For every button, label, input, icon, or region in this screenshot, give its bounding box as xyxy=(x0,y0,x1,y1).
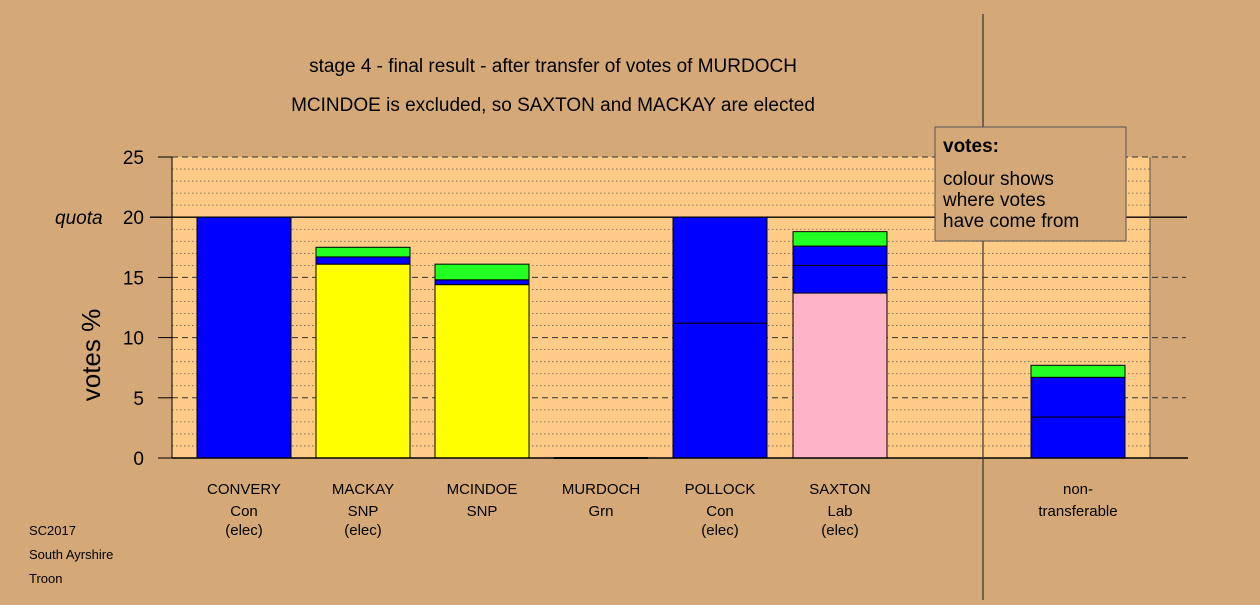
candidate-status-label: (elec) xyxy=(225,522,263,539)
y-tick-label: 5 xyxy=(133,389,144,410)
footer-line-3: Troon xyxy=(29,571,62,586)
bar-saxton-segment-0 xyxy=(792,292,888,459)
bar-saxton-segment-3 xyxy=(792,231,888,247)
bar-nontransferable-segment-0 xyxy=(1030,416,1126,459)
candidate-party-label: Lab xyxy=(827,503,852,520)
legend-box xyxy=(934,126,1127,242)
bar-convery-segment-0 xyxy=(196,216,292,459)
bar-mcindoe-segment-0 xyxy=(434,284,530,459)
candidate-name-label: MACKAY xyxy=(332,481,394,498)
candidate-name-label: POLLOCK xyxy=(685,481,756,498)
bar-pollock-segment-0 xyxy=(672,322,768,459)
candidate-status-label: (elec) xyxy=(821,522,859,539)
bar-mcindoe-segment-1 xyxy=(434,279,530,286)
candidate-party-label: SNP xyxy=(348,503,379,520)
candidate-party-label: Con xyxy=(706,503,734,520)
axes-group: 0 5 10 15 20 25 quota xyxy=(55,14,1188,600)
candidate-name-label: CONVERY xyxy=(207,481,281,498)
category-labels: CONVERY Con (elec) MACKAY SNP (elec) MCINDOE SN… xyxy=(207,481,1118,539)
chart-title: stage 4 - final result - after transfer … xyxy=(309,56,797,77)
candidate-name-label: MCINDOE xyxy=(447,481,518,498)
y-tick-label: 20 xyxy=(123,208,144,229)
candidate-status-label: (elec) xyxy=(701,522,739,539)
legend: votes: colour shows where votes have com… xyxy=(934,126,1127,242)
candidate-status-label: (elec) xyxy=(344,522,382,539)
bar-mackay-segment-2 xyxy=(315,246,411,258)
nontransferable-label-2: transferable xyxy=(1038,503,1117,520)
footer-line-2: South Ayrshire xyxy=(29,547,113,562)
footer-line-1: SC2017 xyxy=(29,523,76,538)
legend-title: votes: xyxy=(943,136,999,157)
y-tick-label: 0 xyxy=(133,449,144,470)
legend-line-2: where votes xyxy=(942,190,1045,211)
y-tick-label: 25 xyxy=(123,148,144,169)
y-tick-label: 15 xyxy=(123,268,144,289)
bar-nontransferable-segment-2 xyxy=(1030,364,1126,378)
bar-mcindoe-segment-2 xyxy=(434,263,530,281)
quota-label: quota xyxy=(55,208,103,229)
legend-line-3: have come from xyxy=(943,211,1079,232)
grid-lines xyxy=(150,156,1187,458)
legend-line-1: colour shows xyxy=(943,169,1054,190)
candidate-name-label: MURDOCH xyxy=(562,481,640,498)
bars-group xyxy=(196,216,1126,459)
chart-subtitle: MCINDOE is excluded, so SAXTON and MACKA… xyxy=(291,95,815,116)
bar-pollock-segment-1 xyxy=(672,216,768,324)
y-axis-label: votes % xyxy=(76,309,106,402)
y-tick-label: 10 xyxy=(123,329,144,350)
bar-nontransferable-segment-1 xyxy=(1030,376,1126,418)
candidate-name-label: SAXTON xyxy=(809,481,870,498)
nontransferable-label-1: non- xyxy=(1063,481,1093,498)
bar-mackay-segment-0 xyxy=(315,263,411,459)
candidate-party-label: SNP xyxy=(467,503,498,520)
bar-mackay-segment-1 xyxy=(315,256,411,265)
bar-saxton-segment-1 xyxy=(792,264,888,294)
bar-saxton-segment-2 xyxy=(792,245,888,266)
candidate-party-label: Grn xyxy=(588,503,613,520)
candidate-party-label: Con xyxy=(230,503,258,520)
